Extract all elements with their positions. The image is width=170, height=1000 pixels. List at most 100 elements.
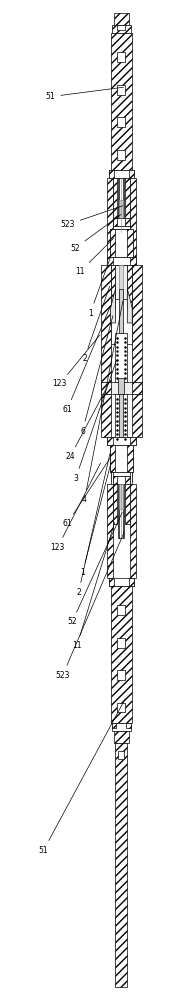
Bar bbox=[115, 333, 127, 382]
Bar bbox=[129, 170, 134, 178]
Text: 4: 4 bbox=[82, 301, 123, 504]
Bar bbox=[114, 13, 129, 25]
Bar bbox=[109, 578, 134, 586]
Bar bbox=[125, 178, 130, 218]
Bar bbox=[130, 437, 136, 445]
Bar bbox=[117, 150, 125, 160]
Text: 51: 51 bbox=[39, 699, 125, 855]
Bar bbox=[113, 472, 130, 476]
Text: 6: 6 bbox=[80, 316, 113, 436]
Text: 52: 52 bbox=[70, 214, 121, 253]
Bar bbox=[113, 476, 117, 484]
Text: 1: 1 bbox=[88, 257, 111, 318]
Bar bbox=[117, 638, 125, 648]
Bar bbox=[120, 200, 123, 225]
Bar bbox=[117, 85, 125, 95]
Bar bbox=[130, 257, 136, 265]
Bar bbox=[110, 33, 132, 170]
Bar bbox=[110, 586, 132, 723]
Bar bbox=[127, 445, 133, 472]
Text: 1: 1 bbox=[80, 463, 111, 577]
Bar bbox=[120, 438, 123, 472]
Bar bbox=[118, 178, 124, 232]
Bar bbox=[113, 226, 130, 229]
Bar bbox=[120, 265, 123, 299]
Text: 2: 2 bbox=[76, 454, 110, 597]
Text: 123: 123 bbox=[50, 463, 100, 552]
Text: 24: 24 bbox=[65, 390, 105, 461]
Bar bbox=[126, 723, 131, 728]
Bar bbox=[107, 257, 113, 265]
Bar bbox=[118, 484, 124, 538]
Bar bbox=[130, 178, 136, 272]
Bar bbox=[115, 394, 127, 443]
Bar bbox=[127, 437, 132, 481]
Bar bbox=[110, 445, 115, 472]
Bar bbox=[117, 25, 125, 30]
Bar bbox=[120, 484, 123, 509]
Polygon shape bbox=[127, 438, 132, 472]
Bar bbox=[109, 170, 134, 178]
Bar bbox=[113, 218, 117, 226]
Bar bbox=[110, 445, 133, 472]
Bar bbox=[113, 218, 130, 226]
Bar bbox=[101, 265, 111, 437]
Bar bbox=[120, 289, 123, 333]
Bar bbox=[112, 723, 131, 731]
Bar bbox=[130, 484, 136, 578]
Polygon shape bbox=[110, 438, 115, 472]
Bar bbox=[107, 178, 113, 272]
Bar bbox=[107, 257, 136, 265]
Bar bbox=[125, 218, 130, 226]
Text: 523: 523 bbox=[55, 532, 124, 680]
Bar bbox=[117, 670, 125, 680]
Bar bbox=[110, 437, 132, 516]
Bar bbox=[125, 484, 130, 524]
Text: 2: 2 bbox=[82, 286, 110, 363]
Bar bbox=[109, 170, 114, 178]
Bar bbox=[117, 117, 125, 127]
Bar bbox=[132, 265, 142, 437]
Bar bbox=[113, 484, 117, 524]
Bar bbox=[107, 437, 136, 445]
Bar bbox=[129, 578, 134, 586]
Bar bbox=[125, 476, 130, 484]
Bar bbox=[112, 723, 116, 728]
Bar bbox=[118, 378, 124, 398]
Text: 52: 52 bbox=[67, 512, 122, 626]
Text: 523: 523 bbox=[60, 206, 123, 229]
Bar bbox=[117, 52, 125, 62]
Text: 51: 51 bbox=[46, 87, 124, 101]
Bar bbox=[101, 382, 142, 394]
Bar bbox=[132, 382, 142, 394]
Text: 123: 123 bbox=[53, 335, 100, 388]
Text: 3: 3 bbox=[73, 360, 117, 483]
Text: 11: 11 bbox=[75, 238, 114, 276]
Bar bbox=[127, 229, 133, 257]
Bar bbox=[101, 382, 111, 394]
Bar bbox=[110, 437, 115, 481]
Bar bbox=[110, 229, 115, 257]
Bar bbox=[115, 743, 127, 987]
Polygon shape bbox=[110, 289, 115, 323]
Bar bbox=[117, 605, 125, 615]
Text: 61: 61 bbox=[62, 306, 110, 414]
Bar bbox=[107, 437, 113, 445]
Bar bbox=[120, 178, 123, 232]
Bar bbox=[110, 229, 133, 257]
Bar bbox=[115, 438, 127, 472]
Bar bbox=[107, 484, 113, 578]
Bar bbox=[117, 703, 125, 712]
Bar bbox=[109, 578, 114, 586]
Text: 61: 61 bbox=[62, 458, 110, 528]
Polygon shape bbox=[127, 289, 132, 323]
Bar bbox=[112, 25, 131, 33]
Bar bbox=[110, 265, 115, 309]
Bar bbox=[110, 265, 132, 344]
Bar bbox=[114, 731, 129, 743]
Text: 11: 11 bbox=[72, 522, 115, 650]
Bar bbox=[113, 178, 117, 218]
Bar bbox=[120, 394, 123, 438]
Bar bbox=[115, 265, 127, 299]
Bar bbox=[120, 484, 123, 538]
